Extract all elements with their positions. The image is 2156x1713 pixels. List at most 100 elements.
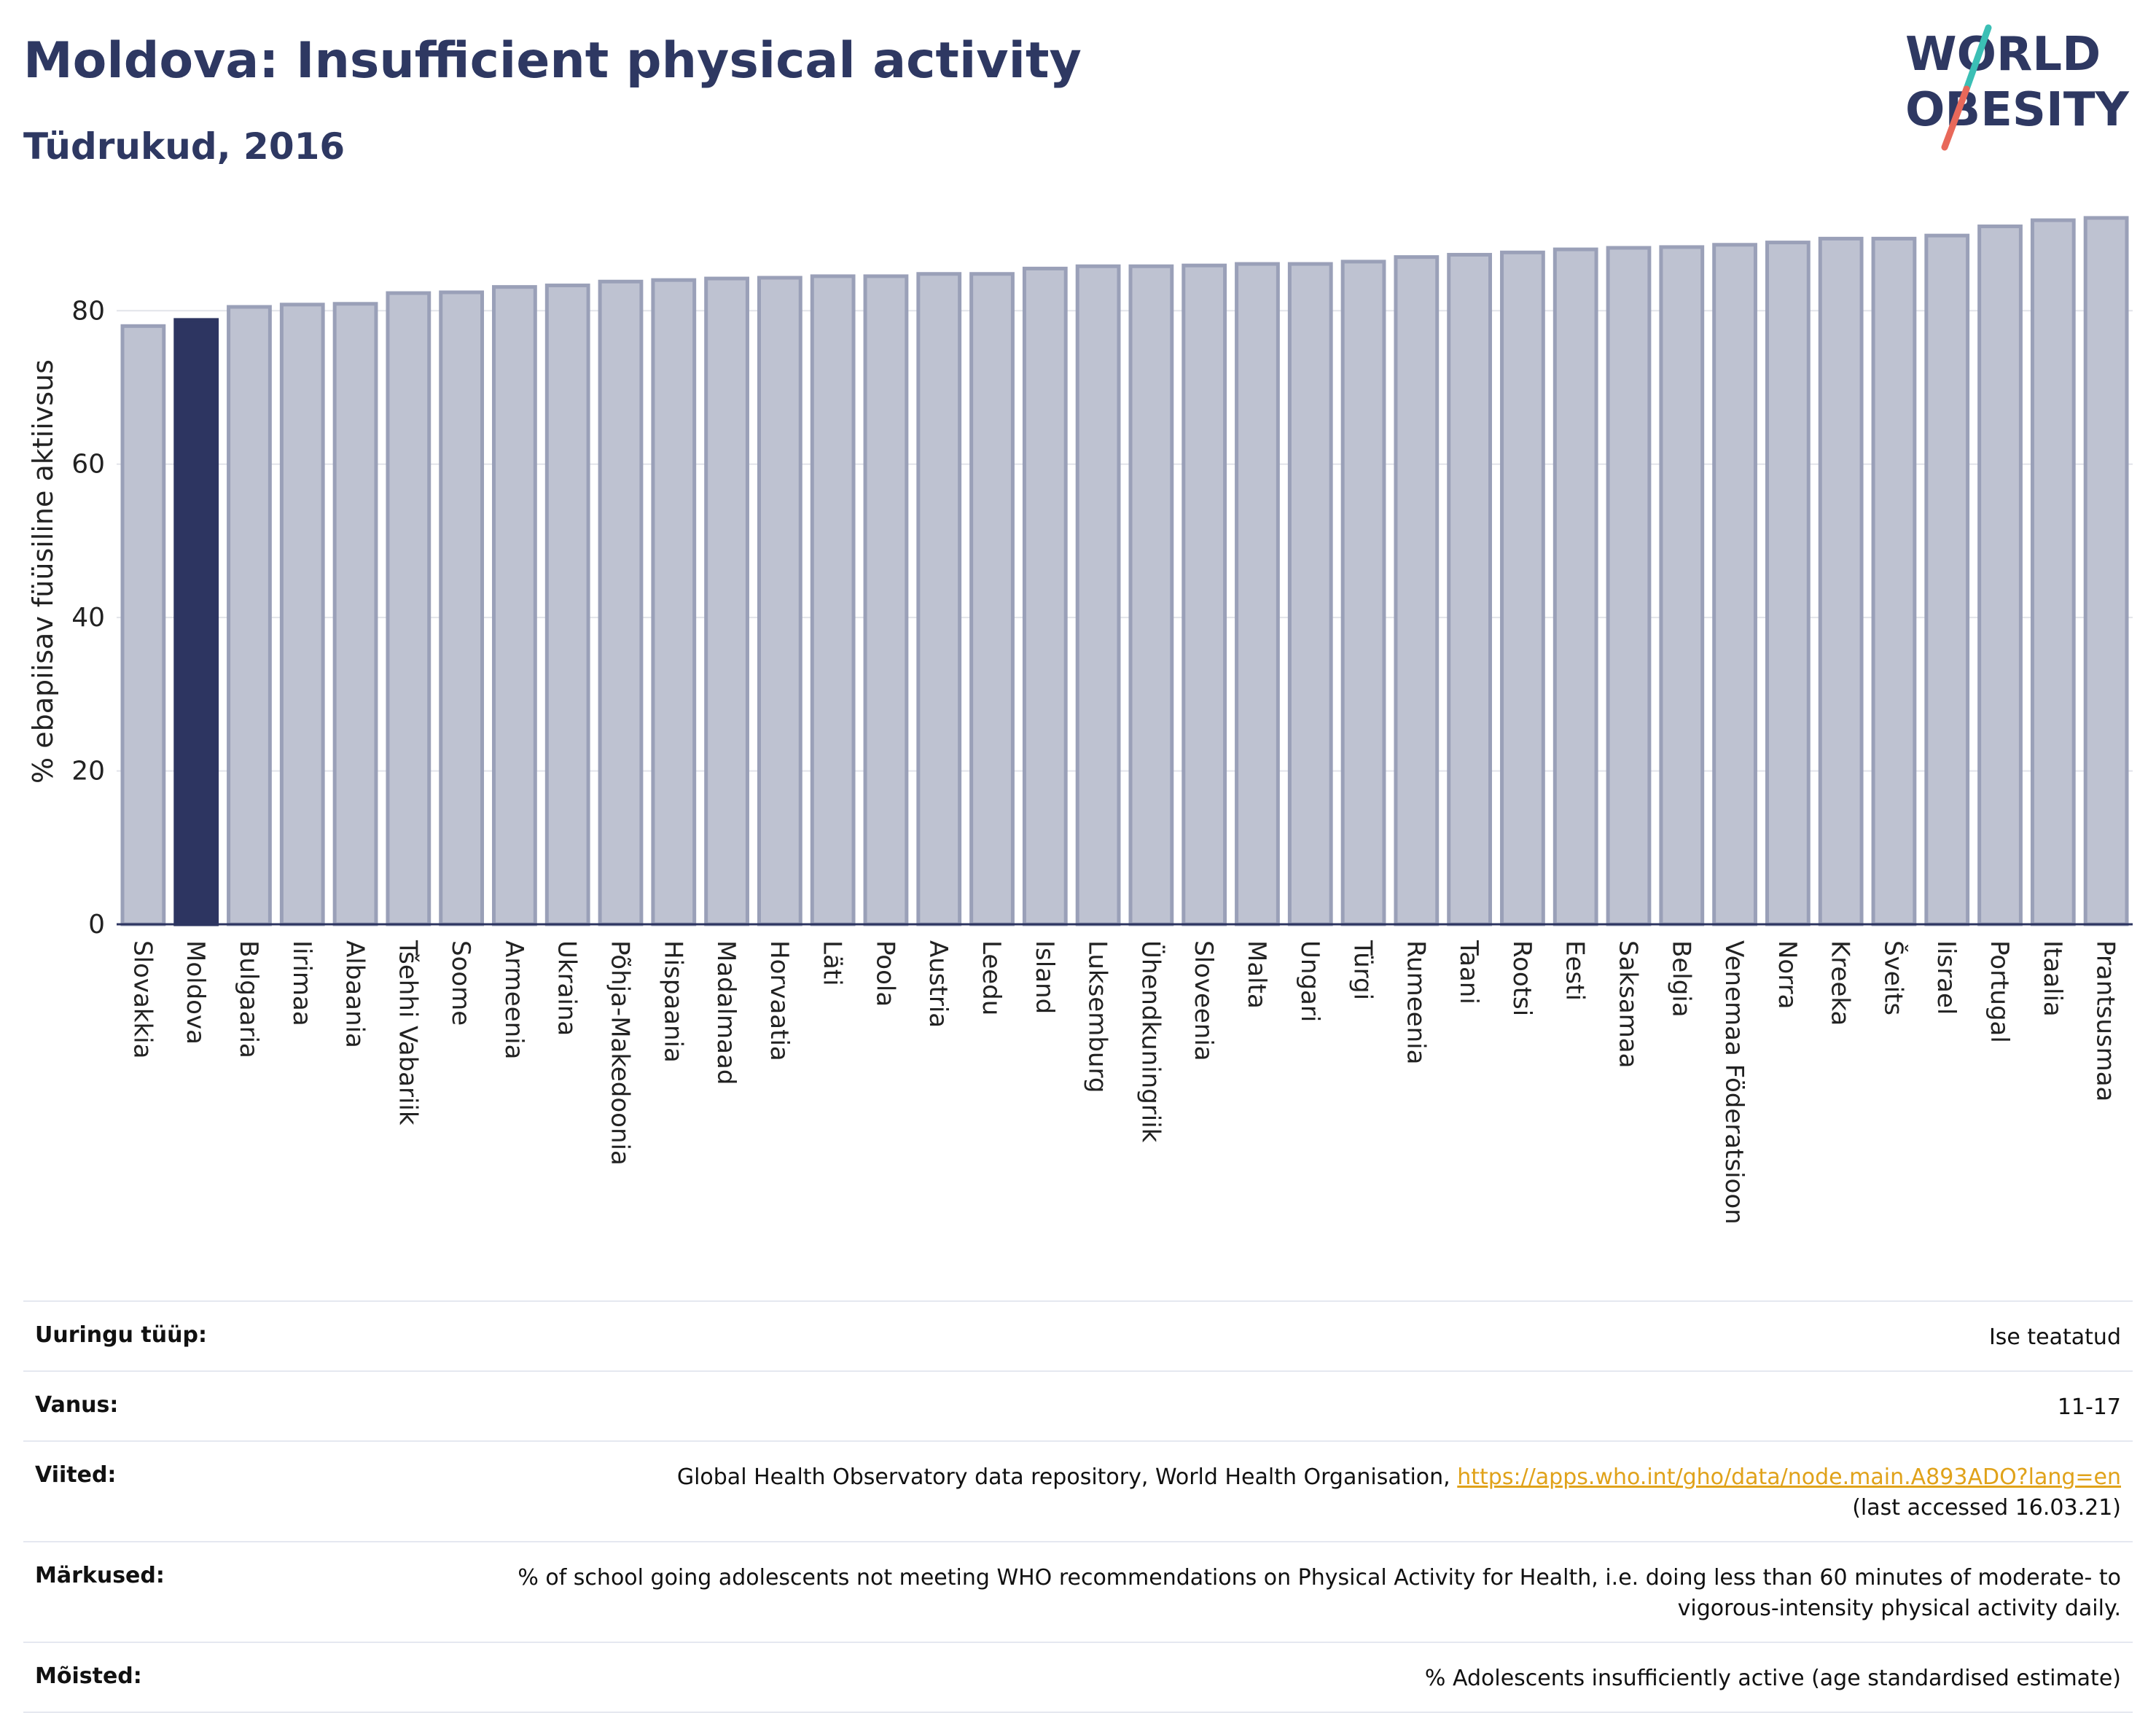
bar-hispaania xyxy=(651,278,697,926)
info-row-references: Viited: Global Health Observatory data r… xyxy=(23,1442,2133,1542)
x-tick-label: Eesti xyxy=(1561,940,1590,1001)
x-tick-label: Hispaania xyxy=(658,940,687,1063)
bar-soome xyxy=(439,290,485,926)
x-tick-label: Madalmaad xyxy=(711,940,741,1085)
bar-slovakkia xyxy=(120,324,166,926)
x-tick-label: Itaalia xyxy=(2038,940,2067,1017)
bar-t-ehhi-vabariik xyxy=(386,291,431,926)
bar-armeenia xyxy=(492,285,537,926)
info-key: Märkused: xyxy=(35,1563,165,1588)
x-tick-label: Leedu xyxy=(977,940,1006,1015)
bar-kreeka xyxy=(1818,236,1864,926)
x-tick-label: Kreeka xyxy=(1826,940,1855,1026)
x-tick-label: Tšehhi Vabariik xyxy=(393,940,422,1125)
x-tick-label: Austria xyxy=(923,940,953,1028)
x-tick-label: Sloveenia xyxy=(1189,940,1218,1061)
bar-island xyxy=(1022,266,1068,926)
x-tick-label: Moldova xyxy=(181,940,210,1045)
x-tick-label: Taani xyxy=(1454,940,1483,1004)
info-value: % Adolescents insufficiently active (age… xyxy=(1424,1666,2121,1691)
x-tick-label: Saksamaa xyxy=(1614,940,1643,1068)
y-tick-label: 20 xyxy=(71,757,105,787)
bar-madalmaad xyxy=(704,276,749,926)
info-value: % of school going adolescents not meetin… xyxy=(517,1565,2121,1621)
info-key: Uuringu tüüp: xyxy=(35,1322,207,1348)
y-axis-title: % ebapiisav füüsiline aktiivsus xyxy=(27,359,59,784)
x-tick-label: Norra xyxy=(1773,940,1802,1009)
logo-slash-top xyxy=(1963,24,1992,93)
bar-rumeenia xyxy=(1394,255,1440,926)
x-tick-label: Rumeenia xyxy=(1401,940,1430,1064)
x-tick-label: Malta xyxy=(1242,940,1271,1009)
x-tick-label: Rootsi xyxy=(1507,940,1536,1016)
x-tick-label: Portugal xyxy=(1985,940,2014,1043)
x-tick-label: Armeenia xyxy=(499,940,528,1059)
bar-prantsusmaa xyxy=(2083,216,2129,926)
bar-albaania xyxy=(332,302,378,926)
x-tick-label: Island xyxy=(1030,940,1059,1014)
reference-link[interactable]: https://apps.who.int/gho/data/node.main.… xyxy=(1457,1464,2121,1490)
bar-poola xyxy=(863,274,909,926)
logo-slash-bottom xyxy=(1941,85,1970,151)
x-tick-label: Šveits xyxy=(1878,940,1908,1015)
x-tick-label: Iirimaa xyxy=(287,940,316,1026)
info-row-definitions: Mõisted: % Adolescents insufficiently ac… xyxy=(23,1643,2133,1713)
bar--hendkuningriik xyxy=(1128,264,1174,926)
x-tick-label: Prantsusmaa xyxy=(2091,940,2120,1101)
y-tick-label: 60 xyxy=(71,450,105,480)
bar-iisrael xyxy=(1924,233,1970,926)
category-labels: Slovakkia Moldova Bulgaaria Iirimaa Albaania… xyxy=(128,940,2120,1225)
bar-ungari xyxy=(1287,262,1333,926)
bar-malta xyxy=(1235,262,1280,926)
bar-venemaa-f-deratsioon xyxy=(1712,243,1757,926)
bar-luksemburg xyxy=(1075,264,1121,926)
axes: 0 20 40 60 80 xyxy=(71,296,2133,940)
reference-text: Global Health Observatory data repositor… xyxy=(676,1464,1450,1490)
bar-chart: 0 20 40 60 80 Slovakkia Moldova Bulgaaria Iirim… xyxy=(27,216,2133,1225)
info-value: Ise teatatud xyxy=(1988,1324,2121,1350)
logo-line1: WORLD xyxy=(1905,28,2101,82)
x-tick-label: Slovakkia xyxy=(128,940,157,1058)
bars xyxy=(120,216,2129,926)
bar-sloveenia xyxy=(1181,263,1227,926)
x-tick-label: Iisrael xyxy=(1932,940,1961,1015)
bar-iirimaa xyxy=(279,303,325,926)
x-tick-label: Bulgaaria xyxy=(234,940,263,1058)
x-tick-label: Soome xyxy=(446,940,475,1026)
x-tick-label: Ungari xyxy=(1295,940,1324,1022)
bar-horvaatia xyxy=(757,276,802,926)
x-tick-label: Türgi xyxy=(1348,940,1378,1000)
x-tick-label: Läti xyxy=(818,940,847,986)
info-key: Mõisted: xyxy=(35,1663,142,1689)
reference-accessed: (last accessed 16.03.21) xyxy=(1852,1495,2121,1521)
y-tick-label: 80 xyxy=(71,296,105,326)
info-row-survey-type: Uuringu tüüp: Ise teatatud xyxy=(23,1302,2133,1372)
bar-taani xyxy=(1447,252,1493,926)
bar--veits xyxy=(1871,236,1917,926)
bar-portugal xyxy=(1977,225,2023,926)
info-value: Global Health Observatory data repositor… xyxy=(677,1462,2121,1523)
bar-l-ti xyxy=(810,274,856,926)
info-row-notes: Märkused: % of school going adolescents … xyxy=(23,1542,2133,1643)
x-tick-label: Albaania xyxy=(340,940,370,1048)
bar-moldova xyxy=(173,318,219,926)
x-tick-label: Luksemburg xyxy=(1083,940,1112,1093)
bar-p-hja-makedoonia xyxy=(598,279,644,926)
bar-bulgaaria xyxy=(227,305,272,926)
bar-itaalia xyxy=(2030,218,2076,926)
x-tick-label: Belgia xyxy=(1666,940,1695,1018)
bar-belgia xyxy=(1659,245,1705,926)
bar-norra xyxy=(1765,241,1811,926)
world-obesity-logo: WORLD OBESITY xyxy=(1905,24,2129,151)
chart-title: Moldova: Insufficient physical activity xyxy=(23,32,1082,90)
x-tick-label: Ukraina xyxy=(552,940,582,1036)
x-tick-label: Horvaatia xyxy=(765,940,794,1061)
bar-saksamaa xyxy=(1606,246,1652,926)
info-key: Viited: xyxy=(35,1462,117,1488)
bar-eesti xyxy=(1552,247,1598,926)
x-tick-label: Venemaa Föderatsioon xyxy=(1719,940,1749,1225)
info-value: 11-17 xyxy=(2057,1394,2121,1420)
x-tick-label: Poola xyxy=(870,940,899,1007)
bar-t-rgi xyxy=(1340,260,1386,926)
bar-rootsi xyxy=(1500,250,1545,926)
